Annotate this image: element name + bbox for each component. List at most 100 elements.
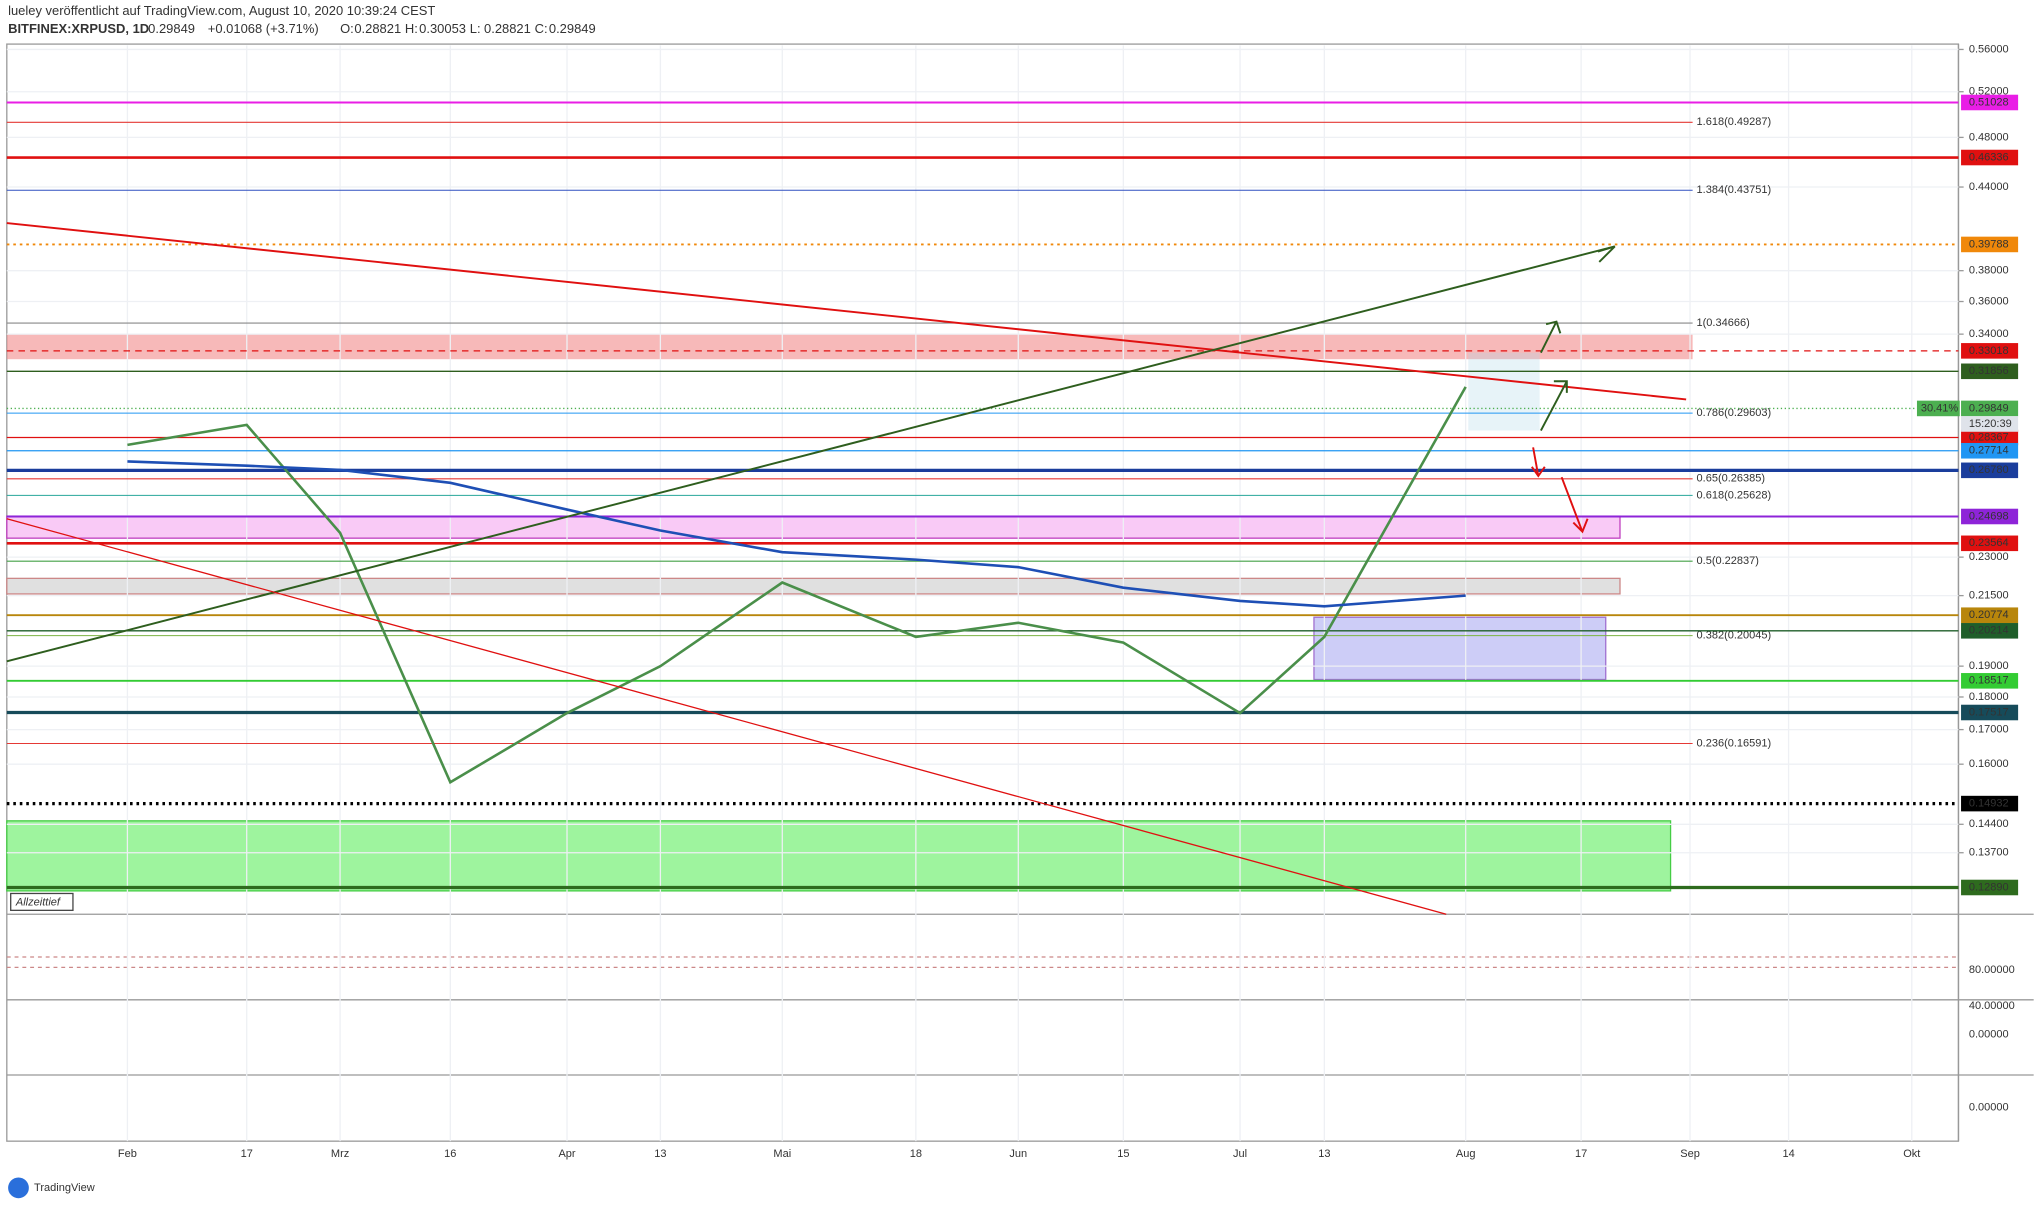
ohlc: O: 0.28821 H: 0.30053 L: 0.28821 C: 0.29849 <box>340 21 596 36</box>
price-tag-label: 0.28367 <box>1969 431 2009 443</box>
symbol: BITFINEX:XRPUSD, 1D <box>8 21 149 36</box>
fib-label: 0.786(0.29603) <box>1697 407 1772 419</box>
price-tag-label: 0.46336 <box>1969 151 2009 163</box>
fib-label: 0.65(0.26385) <box>1697 473 1766 485</box>
y-tick-label: 0.36000 <box>1969 295 2009 307</box>
y-tick-label: 0.17000 <box>1969 724 2009 736</box>
price-tag <box>1961 607 2019 623</box>
y-tick-label: 0.56000 <box>1969 43 2009 55</box>
ohlc-label: C: <box>535 21 548 36</box>
y-tick-label: 0.34000 <box>1969 328 2009 340</box>
ohlc-label: L: <box>470 21 481 36</box>
price-tag <box>1961 343 2019 359</box>
fib-label: 0.236(0.16591) <box>1697 737 1772 749</box>
x-tick-label: 17 <box>1575 1148 1587 1160</box>
price-tag-label: 0.12890 <box>1969 881 2009 893</box>
x-tick-label: Jun <box>1009 1148 1027 1160</box>
price-tag-label: 0.17517 <box>1969 706 2009 718</box>
arrow <box>1540 380 1568 431</box>
x-tick-label: Sep <box>1680 1148 1700 1160</box>
price-tag <box>1961 94 2019 111</box>
y-tick-label: 0.19000 <box>1969 660 2009 672</box>
x-tick-label: Mrz <box>331 1148 349 1160</box>
price-tag <box>1961 535 2019 552</box>
price-tag-label: 0.24698 <box>1969 510 2009 522</box>
current-price-label: 0.29849 <box>1969 402 2009 414</box>
x-tick-label: Apr <box>558 1148 575 1160</box>
change-label: 30.41% <box>1921 402 1959 414</box>
change-tag <box>1916 400 1960 417</box>
pane-label: 80.00000 <box>1969 964 2015 976</box>
ohlc-label: H: <box>405 21 418 36</box>
x-tick-label: Jul <box>1233 1148 1247 1160</box>
price-tag-label: 0.23564 <box>1969 537 2009 549</box>
plot: Feb 17 Mrz 16 Apr 13 Mai 18 Jun 15 Jul 13 Aug 17 Sep 14… <box>6 43 2019 1160</box>
price-tag <box>1961 462 2019 479</box>
x-tick-label: 18 <box>910 1148 922 1160</box>
ohlc-value: 0.28821 <box>354 21 401 36</box>
arrow <box>1540 320 1562 354</box>
x-tick-label: Okt <box>1903 1148 1920 1160</box>
x-tick-label: 17 <box>241 1148 253 1160</box>
price-tag <box>1961 795 2019 812</box>
y-tick-label: 0.18000 <box>1969 691 2009 703</box>
logo <box>8 1177 29 1199</box>
pane-label: 40.00000 <box>1969 1000 2015 1012</box>
countdown: 15:20:39 <box>1969 418 2012 430</box>
arrow <box>1597 245 1616 263</box>
triangle <box>1468 352 1540 431</box>
y-tick-label: 0.44000 <box>1969 181 2009 193</box>
trendline <box>6 222 1687 401</box>
annotation: Allzeittief <box>15 896 62 908</box>
change: +0.01068 (+3.71%) <box>208 21 319 36</box>
series-line <box>127 460 1466 608</box>
fib-label: 0.382(0.20045) <box>1697 629 1772 641</box>
fib-label: 1.618(0.49287) <box>1697 116 1772 128</box>
fib-label: 0.618(0.25628) <box>1697 489 1772 501</box>
price-tag <box>1961 149 2019 166</box>
price-tag-label: 0.39788 <box>1969 238 2009 250</box>
price-tag <box>1961 236 2019 253</box>
ohlc-value: 0.28821 <box>484 21 531 36</box>
x-tick-label: 13 <box>654 1148 666 1160</box>
x-tick-label: 13 <box>1318 1148 1330 1160</box>
publish-line: lueley veröffentlicht auf TradingView.co… <box>8 3 435 18</box>
series-line <box>127 386 1467 785</box>
arrow <box>1560 476 1589 534</box>
fib-label: 1(0.34666) <box>1697 317 1750 329</box>
fib-label: 1.384(0.43751) <box>1697 184 1772 196</box>
price-tag-label: 0.20774 <box>1969 609 2009 621</box>
price-tag-label: 0.26780 <box>1969 464 2009 476</box>
ohlc-value: 0.29849 <box>549 21 596 36</box>
price-tag <box>1961 400 2019 417</box>
zone <box>1313 616 1607 681</box>
pane-label: 0.00000 <box>1969 1029 2009 1041</box>
price-tag <box>1961 442 2019 459</box>
y-tick-label: 0.38000 <box>1969 265 2009 277</box>
price-tag <box>1961 879 2019 896</box>
price-tag-label: 0.27714 <box>1969 445 2009 457</box>
y-tick-label: 0.16000 <box>1969 758 2009 770</box>
annotation-box <box>10 892 74 911</box>
x-tick-label: 16 <box>444 1148 456 1160</box>
price-tag-label: 0.31856 <box>1969 365 2009 377</box>
arrow <box>1531 447 1546 478</box>
y-tick-label: 0.52000 <box>1969 86 2009 98</box>
price-tag <box>1961 508 2019 525</box>
x-tick-label: Feb <box>118 1148 137 1160</box>
ohlc-label: O: <box>340 21 354 36</box>
x-tick-label: 15 <box>1117 1148 1129 1160</box>
resistance-zone <box>6 334 1693 360</box>
support-zone <box>6 820 1672 892</box>
x-tick-label: Mai <box>773 1148 791 1160</box>
price-tag-label: 0.51028 <box>1969 96 2009 108</box>
y-tick-label: 0.21500 <box>1969 590 2009 602</box>
price-tag <box>1961 673 2019 689</box>
price-tag-label: 0.14932 <box>1969 798 2009 810</box>
countdown-tag <box>1961 416 2019 432</box>
price-tag-label: 0.33018 <box>1969 345 2009 357</box>
price-tag <box>1961 623 2019 639</box>
price-tag <box>1961 704 2019 721</box>
zone <box>6 515 1621 539</box>
price-tag <box>1961 429 2019 446</box>
